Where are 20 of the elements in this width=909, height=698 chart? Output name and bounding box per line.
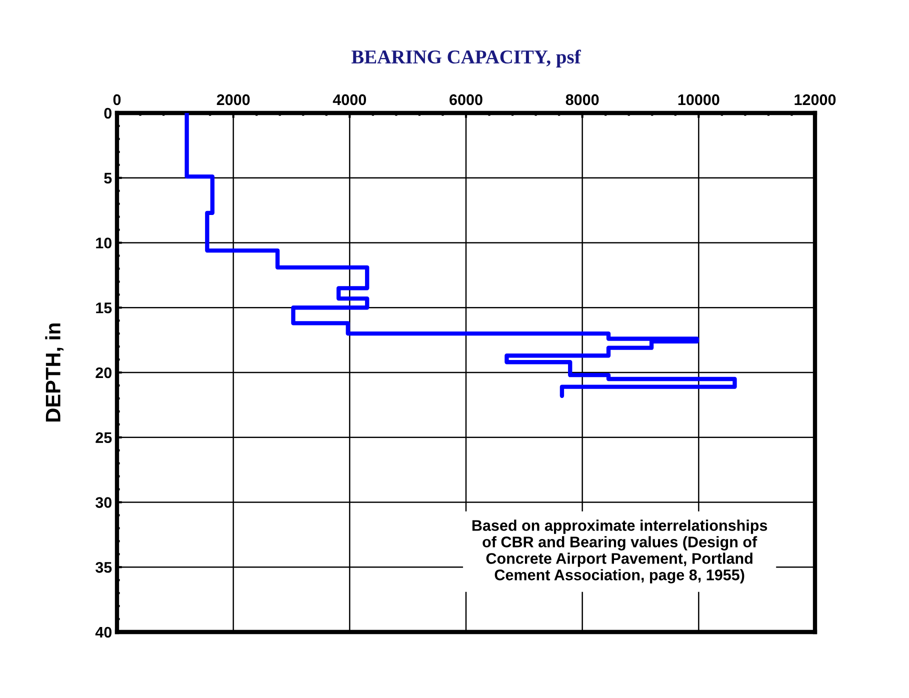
x-tick-label: 2000 [216,94,250,106]
y-tick-label: 30 [96,497,112,508]
x-tick-label: 4000 [332,94,366,106]
y-tick-label: 5 [104,172,112,184]
x-tick-label: 8000 [566,94,599,106]
y-tick-label: 25 [96,432,112,444]
x-tick-label: 0 [113,94,121,106]
x-tick-label: 6000 [450,94,482,106]
x-axis-title: BEARING CAPACITY, psf [352,50,581,68]
x-tick-label: 10000 [678,94,720,106]
y-tick-label: 35 [96,562,112,573]
y-tick-label: 10 [96,238,112,248]
y-tick-label: 15 [96,302,112,314]
annotation: Based on approximate interrelationships of CBR and Bearing values (Design of Concrete Airport Pavement, Portland Cement Association, page 8, 1955) [472,520,768,584]
x-tick-label: 12000 [794,94,836,106]
line-series [184,113,737,398]
y-tick-label: 0 [104,108,112,119]
y-tick-label: 40 [95,626,112,638]
y-tick-label: 20 [96,367,112,378]
y-axis-title: DEPTH, in [45,323,64,422]
